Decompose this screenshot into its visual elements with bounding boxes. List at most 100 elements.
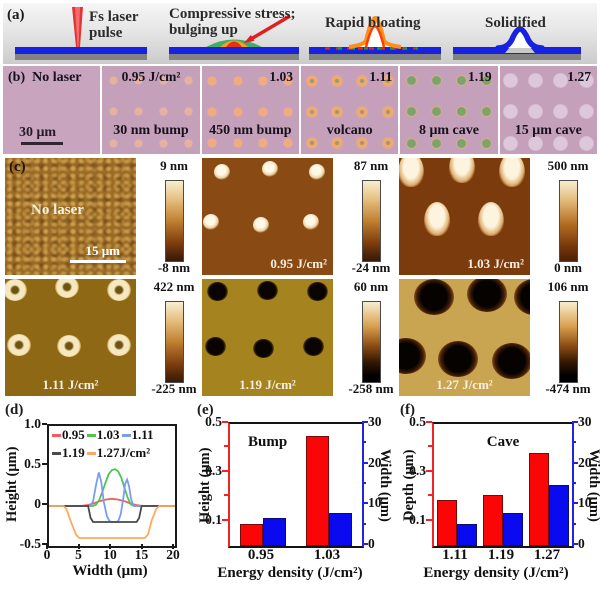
stage-caption-solidified: Solidified [485, 15, 546, 31]
stage-caption-stress: Compressive stress; bulging up [169, 6, 296, 39]
d-legend-row: 1.19 1.27J/cm² [52, 444, 156, 462]
right-tick-mark [572, 421, 578, 423]
colorbar-min: -24 nm [351, 260, 391, 275]
d-x-tick-label: 20 [166, 547, 180, 562]
bar-height-0.95 [240, 524, 263, 546]
right-tick-label: 20 [368, 454, 382, 470]
pattern-dot [257, 75, 268, 86]
pattern-dot [159, 138, 169, 148]
afm-image: 1.19 J/cm² [202, 279, 333, 396]
colorbar-max: 60 nm [353, 279, 389, 294]
bar-depth-1.19 [483, 494, 503, 546]
afm-feature [257, 281, 278, 301]
right-minor-tick [572, 482, 576, 484]
pattern-dot [108, 76, 118, 86]
pattern-dot [108, 138, 118, 148]
pattern-dot [159, 76, 169, 86]
pattern-dot [381, 137, 394, 150]
panel-d-label: (d) [5, 402, 24, 418]
pattern-dot [184, 138, 194, 148]
tile-energy-label: 1.03 [269, 69, 293, 84]
micrograph-1-19: 1.19 8 μm cave [400, 66, 498, 154]
left-tick-label: 0.1 [205, 511, 222, 527]
bar-width-1.11 [457, 523, 477, 546]
right-minor-tick [572, 522, 576, 525]
right-minor-tick [362, 522, 366, 525]
scale-bar-text: 15 μm [85, 243, 120, 258]
colorbar [559, 301, 578, 383]
colorbar-max: 106 nm [547, 279, 589, 294]
colorbar [559, 180, 578, 262]
afm-image-label: No laser [31, 202, 84, 218]
colorbar-max: 500 nm [547, 158, 589, 173]
d-legend-swatch [52, 451, 61, 455]
d-legend-text: 1.19 [62, 445, 85, 460]
tile-energy-label: 1.19 [468, 69, 492, 84]
afm-image-label: 1.11 J/cm² [42, 377, 99, 392]
category-label: 1.11 [442, 547, 468, 563]
panel-d-line-chart: (d) Height (μm) 0.95 1.03 1.11 1.19 1.27J/cm… [0, 399, 185, 593]
e-x-axis-label: Energy density (J/cm²) [217, 565, 363, 581]
d-curves [49, 468, 175, 539]
d-x-tick-mark [77, 544, 80, 549]
micrograph-1-03: 1.03 450 nm bump [201, 66, 299, 154]
right-tick-label: 0 [368, 536, 375, 551]
micrograph-0-95: 0.95 J/cm² 30 nm bump [102, 66, 200, 154]
bar-height-1.03 [306, 436, 329, 546]
pattern-dot [232, 138, 243, 149]
f-x-axis-label: Energy density (J/cm²) [423, 565, 569, 581]
pattern-dot [578, 73, 594, 89]
right-tick-label: 10 [578, 495, 592, 511]
pattern-dot [502, 104, 518, 120]
afm-feature [302, 337, 324, 357]
pattern-dot [305, 74, 318, 87]
afm-image: 0.95 J/cm² [202, 158, 333, 275]
category-label: 1.27 [533, 547, 561, 563]
pattern-dot [184, 76, 194, 86]
pattern-dot [159, 107, 169, 117]
afm-feature [207, 282, 229, 302]
d-y-tick-mark [42, 463, 47, 465]
left-tick-mark [222, 469, 228, 472]
afm-feature [203, 214, 220, 231]
pattern-dot [257, 138, 268, 149]
pattern-dot [528, 73, 544, 89]
afm-image-label: 1.27 J/cm² [436, 377, 493, 392]
right-tick-mark [362, 543, 368, 545]
tile-energy-label: 1.11 [369, 69, 393, 84]
laser-beam-core-icon [75, 7, 80, 47]
afm-image-label: 1.19 J/cm² [239, 377, 296, 392]
afm-feature [309, 164, 326, 181]
afm-feature [306, 282, 328, 302]
left-tick-label: 0.3 [205, 462, 222, 478]
tile-feature-label: 15 μm cave [514, 123, 582, 138]
pattern-dot [430, 137, 442, 149]
bar-width-0.95 [263, 517, 286, 546]
pattern-dot [553, 73, 569, 89]
left-tick-label: 0.1 [409, 511, 426, 527]
d-x-tick-mark [140, 544, 143, 549]
d-legend-swatch [86, 433, 96, 437]
afm-feature [513, 279, 530, 315]
micrograph-1-27: 1.27 15 μm cave [499, 66, 597, 154]
colorbar-max: 422 nm [153, 279, 195, 294]
colorbar [165, 180, 184, 262]
bloating-core [364, 24, 386, 48]
pattern-dot [232, 75, 243, 86]
e-right-axis-label: Width (μm) [377, 448, 393, 522]
pattern-dot [553, 135, 569, 151]
bar-depth-1.27 [529, 453, 549, 546]
right-tick-label: 0 [578, 536, 585, 551]
panel-b-label-row: (b) No laser [8, 70, 82, 86]
d-y-tick-mark [42, 543, 47, 545]
left-tick-label: 0.3 [409, 462, 426, 478]
tile-energy-label: 1.27 [567, 69, 591, 84]
d-x-tick-mark [46, 544, 48, 549]
pattern-dot [481, 75, 493, 87]
bulge-core [226, 41, 242, 47]
colorbar [362, 301, 381, 383]
d-y-tick-label: 0.5 [24, 456, 41, 471]
afm-unit-1-11: 1.11 J/cm² 422 nm -225 nm [3, 277, 201, 398]
bar-width-1.27 [549, 485, 569, 546]
afm-feature [466, 279, 507, 313]
